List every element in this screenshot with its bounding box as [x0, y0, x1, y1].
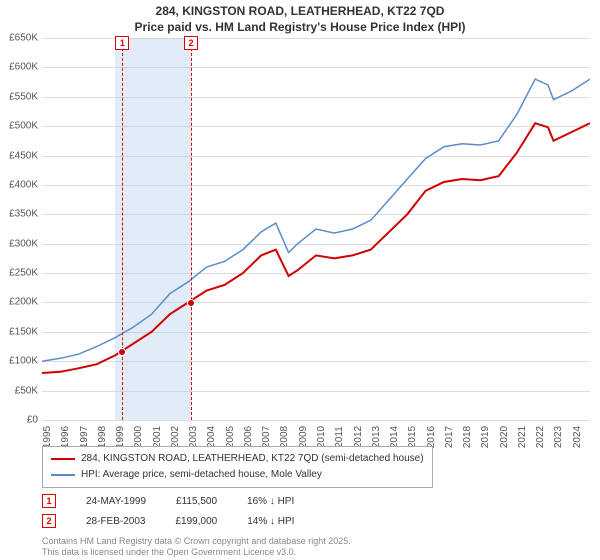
x-tick-label: 1998 [97, 426, 108, 448]
transaction-delta: 14% ↓ HPI [247, 516, 294, 527]
footer-line2: This data is licensed under the Open Gov… [42, 547, 351, 558]
x-tick-label: 2007 [261, 426, 272, 448]
title-line2: Price paid vs. HM Land Registry's House … [0, 20, 600, 36]
transaction-date: 24-MAY-1999 [86, 496, 146, 507]
x-tick-label: 2004 [206, 426, 217, 448]
legend-label: HPI: Average price, semi-detached house,… [81, 467, 322, 483]
x-tick-label: 2008 [279, 426, 290, 448]
x-tick-label: 2006 [243, 426, 254, 448]
x-tick-label: 1999 [115, 426, 126, 448]
y-tick-label: £300K [0, 238, 38, 249]
chart-container: 284, KINGSTON ROAD, LEATHERHEAD, KT22 7Q… [0, 0, 600, 560]
x-tick-label: 2023 [553, 426, 564, 448]
x-tick-label: 1996 [60, 426, 71, 448]
y-tick-label: £50K [0, 385, 38, 396]
x-tick-label: 1997 [79, 426, 90, 448]
x-tick-label: 2005 [225, 426, 236, 448]
y-tick-label: £0 [0, 415, 38, 426]
x-tick-label: 2012 [353, 426, 364, 448]
marker-number-icon: 1 [115, 36, 129, 50]
x-tick-label: 2014 [389, 426, 400, 448]
y-tick-label: £400K [0, 179, 38, 190]
y-tick-label: £500K [0, 121, 38, 132]
series-line [42, 79, 590, 361]
x-tick-label: 2013 [371, 426, 382, 448]
transaction-date: 28-FEB-2003 [86, 516, 145, 527]
line-plot [42, 38, 590, 420]
x-tick-label: 2017 [444, 426, 455, 448]
x-tick-label: 2002 [170, 426, 181, 448]
y-tick-label: £150K [0, 326, 38, 337]
x-tick-label: 2019 [480, 426, 491, 448]
y-tick-label: £650K [0, 33, 38, 44]
legend-item: HPI: Average price, semi-detached house,… [51, 467, 424, 483]
x-tick-label: 2000 [133, 426, 144, 448]
chart-area: 12 £0£50K£100K£150K£200K£250K£300K£350K£… [42, 38, 590, 420]
transaction-price: £115,500 [176, 496, 217, 507]
transaction-marker-icon: 1 [42, 494, 56, 508]
chart-title: 284, KINGSTON ROAD, LEATHERHEAD, KT22 7Q… [0, 0, 600, 35]
x-tick-label: 2010 [316, 426, 327, 448]
x-tick-label: 2021 [517, 426, 528, 448]
x-tick-label: 2001 [152, 426, 163, 448]
title-line1: 284, KINGSTON ROAD, LEATHERHEAD, KT22 7Q… [0, 4, 600, 20]
x-tick-label: 2015 [407, 426, 418, 448]
marker-dot-icon [118, 348, 126, 356]
footer-attribution: Contains HM Land Registry data © Crown c… [42, 536, 351, 558]
legend-swatch-icon [51, 458, 75, 460]
y-tick-label: £450K [0, 150, 38, 161]
x-tick-label: 2011 [334, 426, 345, 448]
legend-swatch-icon [51, 474, 75, 476]
x-tick-label: 2018 [462, 426, 473, 448]
x-tick-label: 1995 [42, 426, 53, 448]
y-tick-label: £250K [0, 268, 38, 279]
x-tick-label: 2016 [426, 426, 437, 448]
y-tick-label: £100K [0, 356, 38, 367]
y-tick-label: £200K [0, 297, 38, 308]
x-tick-label: 2024 [572, 426, 583, 448]
y-tick-label: £600K [0, 62, 38, 73]
transaction-price: £199,000 [175, 516, 217, 527]
marker-line [191, 38, 192, 420]
x-tick-label: 2020 [499, 426, 510, 448]
transaction-row: 1 24-MAY-1999 £115,500 16% ↓ HPI [42, 494, 294, 508]
series-line [42, 123, 590, 373]
y-tick-label: £550K [0, 91, 38, 102]
x-tick-label: 2003 [188, 426, 199, 448]
legend-item: 284, KINGSTON ROAD, LEATHERHEAD, KT22 7Q… [51, 451, 424, 467]
marker-number-icon: 2 [184, 36, 198, 50]
marker-line [122, 38, 123, 420]
marker-dot-icon [187, 299, 195, 307]
legend: 284, KINGSTON ROAD, LEATHERHEAD, KT22 7Q… [42, 446, 433, 488]
footer-line1: Contains HM Land Registry data © Crown c… [42, 536, 351, 547]
transaction-row: 2 28-FEB-2003 £199,000 14% ↓ HPI [42, 514, 294, 528]
x-tick-label: 2022 [535, 426, 546, 448]
legend-label: 284, KINGSTON ROAD, LEATHERHEAD, KT22 7Q… [81, 451, 424, 467]
transaction-delta: 16% ↓ HPI [247, 496, 294, 507]
x-tick-label: 2009 [298, 426, 309, 448]
transaction-marker-icon: 2 [42, 514, 56, 528]
y-tick-label: £350K [0, 209, 38, 220]
